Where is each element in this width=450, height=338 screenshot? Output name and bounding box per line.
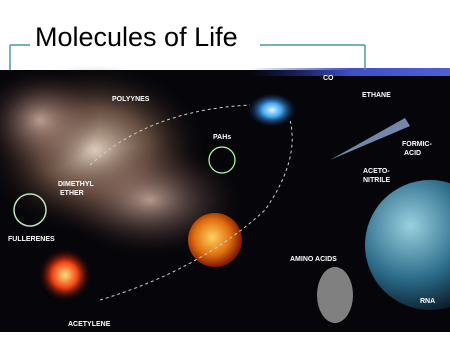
title-backing	[30, 20, 260, 52]
image-label: AMINO ACIDS	[290, 256, 337, 263]
slide-title: Molecules of Life	[35, 22, 238, 52]
image-label: FORMIC-	[402, 141, 433, 148]
image-label: RNA	[420, 298, 435, 305]
image-label: ETHANE	[362, 92, 391, 99]
image-label: FULLERENES	[8, 236, 55, 243]
image-label: PAHs	[213, 134, 231, 141]
image-label: ACETO-	[363, 168, 390, 175]
image-label: ACETYLENE	[68, 321, 111, 328]
image-label: NITRILE	[363, 177, 391, 184]
image-label: ETHER	[60, 190, 84, 197]
image-label: ACID	[404, 150, 421, 157]
image-labels: CO POLYYNES ETHANE PAHs FORMIC- ACID DIMETHYL E…	[8, 75, 435, 328]
image-label: DIMETHYL	[58, 181, 95, 188]
space-image	[0, 65, 450, 332]
image-label: POLYYNES	[112, 96, 150, 103]
image-label: CO	[323, 75, 334, 82]
